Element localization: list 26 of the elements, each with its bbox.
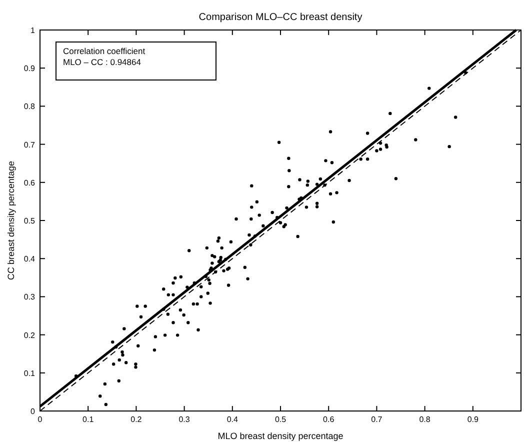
y-tick-label: 0.3 bbox=[24, 292, 36, 302]
y-tick-label: 0.7 bbox=[24, 140, 36, 150]
y-tick-label: 0.4 bbox=[24, 254, 36, 264]
chart-title: Comparison MLO–CC breast density bbox=[198, 12, 362, 23]
x-tick-label: 0.1 bbox=[82, 415, 94, 424]
x-tick-label: 0.6 bbox=[323, 415, 335, 424]
annotation: Correlation coefficient bbox=[63, 46, 146, 56]
y-tick-label: 0.1 bbox=[24, 368, 36, 378]
y-axis-title: CC breast density percentage bbox=[6, 160, 16, 280]
y-tick-label: 1 bbox=[30, 26, 36, 35]
y-tick-label: 0.6 bbox=[24, 178, 36, 188]
y-tick-label: 0 bbox=[30, 407, 36, 416]
y-tick-label: 0.9 bbox=[24, 64, 36, 74]
x-tick-label: 0.3 bbox=[178, 415, 190, 424]
x-tick-label: 0.4 bbox=[226, 415, 239, 424]
y-tick-label: 0.5 bbox=[24, 216, 36, 226]
x-tick-label: 0.7 bbox=[371, 415, 383, 424]
annotation: MLO – CC : 0.94864 bbox=[63, 57, 142, 67]
x-tick-label: 0.2 bbox=[130, 415, 142, 424]
x-axis-title: MLO breast density percentage bbox=[218, 431, 344, 441]
x-tick-label: 0.9 bbox=[467, 415, 480, 424]
y-tick-label: 0.2 bbox=[24, 330, 36, 340]
x-tick-label: 0.8 bbox=[419, 415, 431, 424]
x-tick-label: 0 bbox=[38, 415, 43, 424]
y-tick-label: 0.8 bbox=[24, 102, 36, 112]
x-tick-label: 0.5 bbox=[274, 415, 287, 424]
